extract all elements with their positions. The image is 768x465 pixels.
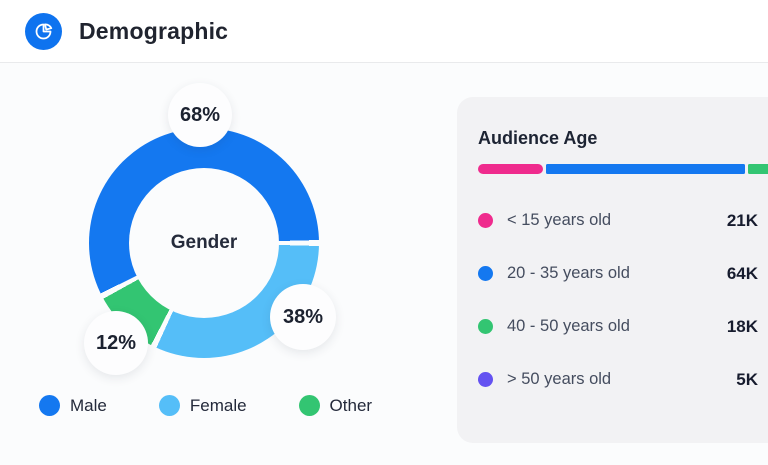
over-50-color-dot [478,372,493,387]
20-35-value: 64K [726,263,758,283]
audience-age-title: Audience Age [478,128,598,148]
donut-hole: Gender [129,168,279,318]
donut-badge-other: 12% [84,311,148,375]
donut-badge-female: 38% [270,284,336,350]
under-15-value: 21K [726,210,758,230]
list-item-over-50: > 50 years old 5K [478,353,758,406]
list-item-20-35: 20 - 35 years old 64K [478,247,758,300]
male-color-dot [39,395,60,416]
audience-age-card: Audience Age < 15 years old 21K 20 - 35 … [457,97,768,443]
under-15-color-dot [478,213,493,228]
bar-segment-20-35[interactable] [546,164,746,174]
40-50-label: 40 - 50 years old [507,317,630,335]
page-title: Demographic [79,17,229,44]
bar-segment-40-50[interactable] [748,164,768,174]
legend-item-other[interactable]: Other [298,395,373,416]
over-50-label: > 50 years old [507,370,612,388]
legend-label-other: Other [329,395,373,415]
header: Demographic [0,0,768,63]
gender-legend: Male Female Other [39,395,372,416]
40-50-color-dot [478,319,493,334]
content: Gender 68% 38% 12% Male Female Other [0,63,768,465]
bar-segment-under-15[interactable] [478,164,544,174]
legend-label-female: Female [189,395,247,415]
over-50-value: 5K [736,369,758,389]
donut-center-label: Gender [170,232,238,253]
female-color-dot [158,395,180,416]
audience-age-list: < 15 years old 21K 20 - 35 years old 64K… [478,194,758,406]
legend-item-male[interactable]: Male [39,395,107,416]
20-35-color-dot [478,266,493,281]
legend-label-male: Male [70,395,107,415]
pie-chart-icon [25,12,62,50]
under-15-label: < 15 years old [507,211,612,229]
list-item-under-15: < 15 years old 21K [478,194,758,247]
audience-age-stacked-bar [478,164,768,174]
other-color-dot [298,395,320,416]
40-50-value: 18K [726,316,758,336]
legend-item-female[interactable]: Female [158,395,247,416]
20-35-label: 20 - 35 years old [507,264,630,282]
list-item-40-50: 40 - 50 years old 18K [478,300,758,353]
donut-badge-male: 68% [168,83,232,147]
